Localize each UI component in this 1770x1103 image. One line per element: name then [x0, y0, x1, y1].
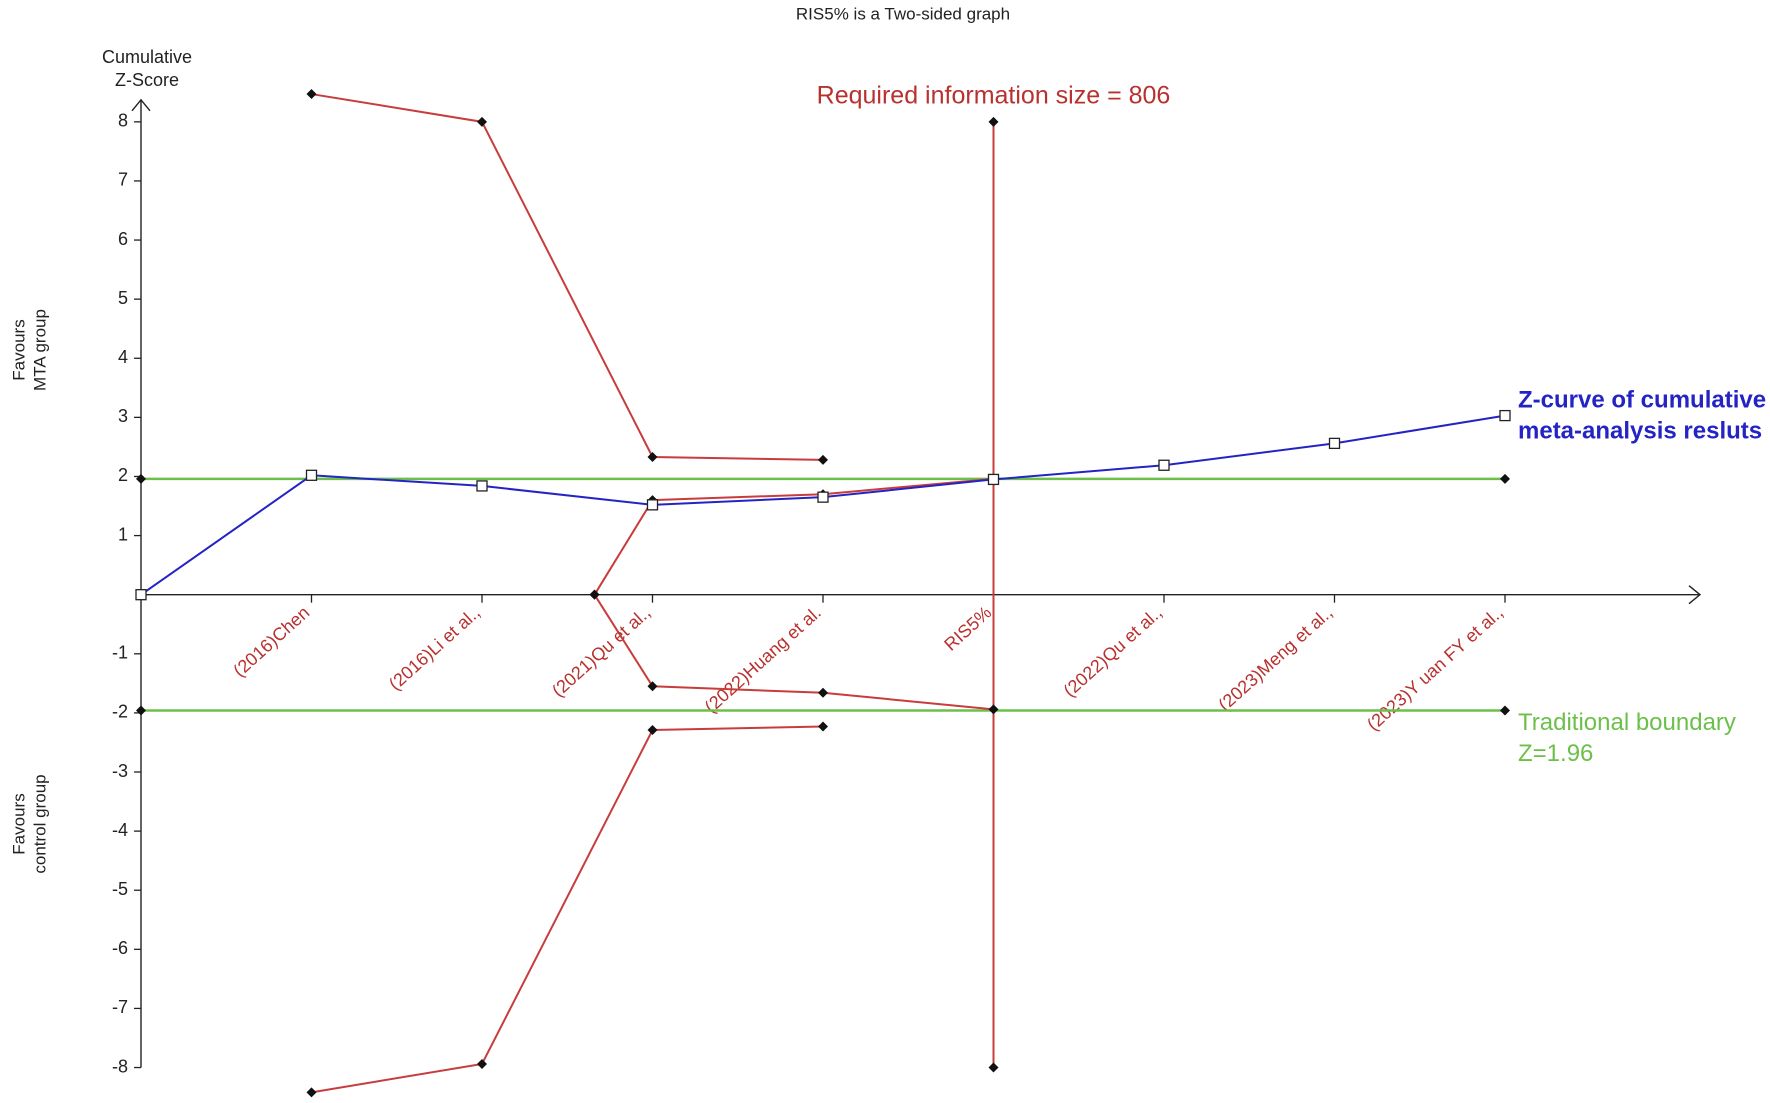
y-tick-label: 1 [118, 524, 128, 544]
x-tick-label: (2016)Chen [229, 602, 313, 680]
y-tick-label: -8 [112, 1056, 128, 1076]
y-tick-label: 6 [118, 229, 128, 249]
boundary-point [589, 589, 600, 600]
side-label: Favours [9, 319, 28, 380]
x-tick-label: (2016)Li et al., [385, 602, 484, 694]
z-point [987, 473, 1000, 486]
y-tick-label: -7 [112, 997, 128, 1017]
ris-label: Required information size = 806 [817, 82, 1171, 110]
side-label: Favours [9, 793, 28, 854]
z-point [135, 589, 147, 601]
series-label: Z-curve of cumulative [1518, 386, 1766, 413]
y-tick-label: -3 [112, 761, 128, 781]
side-label: control group [30, 774, 49, 873]
y-tick-label: -2 [112, 702, 128, 722]
monitoring-boundary [593, 477, 994, 596]
x-tick-label: (2023)Meng et al., [1214, 602, 1336, 715]
chart-title: RIS5% is a Two-sided graph [796, 4, 1010, 23]
boundary-point [647, 451, 658, 462]
side-label: MTA group [30, 309, 49, 391]
x-axis-arrow [1688, 585, 1702, 605]
series-label: Z=1.96 [1518, 740, 1593, 767]
y-axis-label: Z-Score [115, 70, 179, 90]
boundary-point [477, 116, 487, 127]
boundary-point [1500, 473, 1510, 484]
y-axis-arrow [131, 98, 151, 112]
boundary-point [818, 687, 828, 698]
boundary-point [988, 704, 999, 715]
boundary-point [818, 454, 828, 465]
z-point [1499, 409, 1511, 422]
boundary-point [306, 89, 317, 100]
y-tick-label: 8 [118, 111, 128, 131]
y-tick-label: -5 [112, 879, 128, 899]
y-tick-label: -6 [112, 938, 128, 958]
monitoring-boundary [311, 725, 824, 1094]
monitoring-boundary [311, 93, 824, 461]
series-label: Traditional boundary [1518, 709, 1736, 736]
x-tick-label: (2022)Qu et al., [1060, 602, 1166, 701]
x-tick-label: (2022)Huang et al. [701, 602, 825, 717]
z-point [305, 469, 318, 481]
y-tick-label: 7 [118, 170, 128, 190]
monitoring-boundary [593, 594, 994, 711]
y-tick-label: -4 [112, 820, 128, 840]
series-label: meta-analysis resluts [1518, 417, 1762, 444]
ris-point [988, 116, 999, 127]
boundary-point [1500, 705, 1510, 716]
z-point [1328, 437, 1341, 450]
boundary-point [136, 705, 146, 716]
y-tick-label: 3 [118, 406, 128, 426]
boundary-point [136, 473, 146, 484]
z-point [817, 491, 829, 503]
boundary-point [818, 721, 828, 732]
z-point [646, 499, 659, 511]
y-tick-label: 5 [118, 288, 128, 308]
y-tick-label: 4 [118, 347, 128, 367]
ris-point [988, 1062, 999, 1073]
x-tick-label: (2023)Y uan FY et al., [1363, 602, 1507, 734]
y-tick-label: 2 [118, 465, 128, 485]
boundary-point [647, 725, 658, 736]
y-axis-label: Cumulative [102, 47, 192, 67]
boundary-point [647, 681, 658, 692]
x-tick-label: RIS5% [940, 602, 995, 654]
z-point [476, 480, 488, 492]
boundary-point [477, 1058, 487, 1069]
z-point [1158, 459, 1170, 471]
x-tick-label: (2021)Qu et al., [548, 602, 654, 701]
y-tick-label: -1 [112, 643, 128, 663]
boundary-point [306, 1087, 317, 1098]
z-curve [140, 414, 1506, 596]
